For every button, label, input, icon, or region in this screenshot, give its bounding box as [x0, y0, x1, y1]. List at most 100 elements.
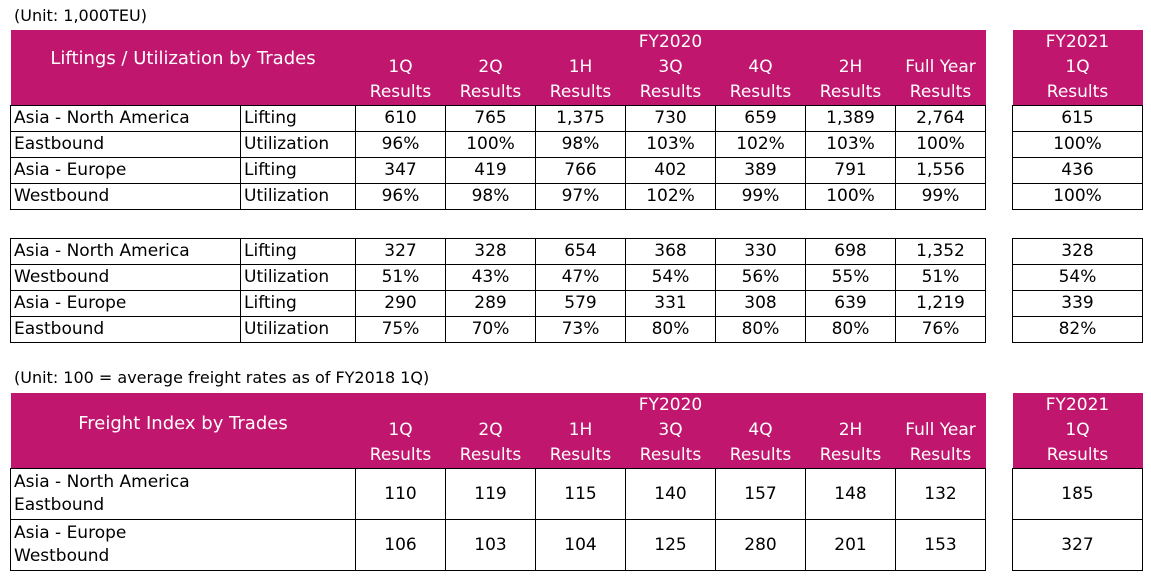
value-cell: 659	[715, 105, 806, 132]
value-cell: 115	[535, 468, 626, 520]
table-row: Westbound Utilization 96% 98% 97% 102% 9…	[10, 183, 986, 210]
value-cell: 639	[805, 290, 896, 317]
col-header: Full Year	[895, 418, 986, 443]
col-header: 1Q	[355, 55, 446, 80]
table-row: Asia - North America Lifting 327 328 654…	[10, 238, 986, 265]
col-header: Results	[805, 443, 896, 469]
value-cell: 104	[535, 519, 626, 571]
value-cell: 43%	[445, 264, 536, 291]
value-cell: 106	[355, 519, 446, 571]
table-row: Westbound Utilization 51% 43% 47% 54% 56…	[10, 264, 986, 291]
value-cell: 98%	[445, 183, 536, 210]
col-header: Results	[355, 443, 446, 469]
liftings-table-title: Liftings / Utilization by Trades	[10, 30, 356, 106]
fy2021-header: FY2021	[1012, 393, 1143, 418]
value-cell: 347	[355, 157, 446, 184]
col-header-row-a: 1Q 2Q 1H 3Q 4Q 2H Full Year	[11, 418, 986, 443]
value-cell: 730	[625, 105, 716, 132]
fy2021-header: FY2021	[1012, 30, 1143, 55]
col-header: 3Q	[625, 418, 716, 443]
value-cell: 99%	[895, 183, 986, 210]
value-cell: 368	[625, 238, 716, 265]
fy2020-header: FY2020	[355, 30, 986, 55]
col-header: 2H	[805, 418, 896, 443]
col-header: 4Q	[715, 55, 806, 80]
value-cell: 102%	[625, 183, 716, 210]
value-cell: 185	[1012, 468, 1143, 520]
value-cell: 328	[445, 238, 536, 265]
trade-line: Asia - Europe	[14, 523, 127, 543]
trade-label: Westbound	[10, 183, 241, 210]
col-header: Results	[1012, 80, 1143, 106]
metric-label: Utilization	[240, 131, 356, 158]
trade-label: Westbound	[10, 264, 241, 291]
value-cell: 308	[715, 290, 806, 317]
value-cell: 339	[1012, 290, 1143, 317]
value-cell: 100%	[445, 131, 536, 158]
col-header: Full Year	[895, 55, 986, 80]
col-header: 4Q	[715, 418, 806, 443]
value-cell: 280	[715, 519, 806, 571]
value-cell: 102%	[715, 131, 806, 158]
trade-line: Eastbound	[14, 495, 105, 515]
value-cell: 436	[1012, 157, 1143, 184]
table-row: Asia - North America Eastbound 110 119 1…	[10, 468, 986, 520]
liftings-reverse-fy2021-table: 328 54% 339 82%	[1012, 238, 1143, 343]
col-header: Results	[805, 80, 896, 106]
value-cell: 1,219	[895, 290, 986, 317]
value-cell: 119	[445, 468, 536, 520]
trade-label: Asia - Europe	[10, 290, 241, 317]
metric-label: Utilization	[240, 264, 356, 291]
col-header: Results	[895, 80, 986, 106]
table-row: Asia - Europe Lifting 290 289 579 331 30…	[10, 290, 986, 317]
value-cell: 402	[625, 157, 716, 184]
trade-label: Asia - North America	[10, 238, 241, 265]
value-cell: 51%	[895, 264, 986, 291]
fy2020-header: FY2020	[355, 393, 986, 418]
trade-label: Asia - North America	[10, 105, 241, 132]
table-row: Eastbound Utilization 75% 70% 73% 80% 80…	[10, 316, 986, 343]
value-cell: 1,556	[895, 157, 986, 184]
col-header: Results	[715, 443, 806, 469]
trade-label: Asia - Europe Westbound	[10, 519, 356, 571]
value-cell: 96%	[355, 183, 446, 210]
value-cell: 654	[535, 238, 626, 265]
metric-label: Lifting	[240, 290, 356, 317]
value-cell: 54%	[1012, 264, 1143, 291]
col-header: 2Q	[445, 418, 536, 443]
trade-label: Asia - North America Eastbound	[10, 468, 356, 520]
value-cell: 330	[715, 238, 806, 265]
value-cell: 110	[355, 468, 446, 520]
value-cell: 103	[445, 519, 536, 571]
value-cell: 1,352	[895, 238, 986, 265]
col-header: Results	[715, 80, 806, 106]
value-cell: 97%	[535, 183, 626, 210]
col-header: 2H	[805, 55, 896, 80]
freight-index-table: Freight Index by Trades FY2020 1Q 2Q 1H …	[10, 393, 986, 571]
value-cell: 100%	[805, 183, 896, 210]
value-cell: 579	[535, 290, 626, 317]
trade-line: Westbound	[14, 546, 110, 566]
value-cell: 132	[895, 468, 986, 520]
trade-label: Eastbound	[10, 131, 241, 158]
value-cell: 290	[355, 290, 446, 317]
col-header-row-b: Results Results Results Results Results …	[11, 443, 986, 469]
value-cell: 1,389	[805, 105, 896, 132]
col-header: Results	[625, 80, 716, 106]
col-header: 2Q	[445, 55, 536, 80]
value-cell: 51%	[355, 264, 446, 291]
col-header: 1Q	[1012, 55, 1143, 80]
value-cell: 289	[445, 290, 536, 317]
metric-label: Lifting	[240, 157, 356, 184]
table-row: Eastbound Utilization 96% 100% 98% 103% …	[10, 131, 986, 158]
col-header: Results	[1012, 443, 1143, 469]
value-cell: 327	[355, 238, 446, 265]
value-cell: 140	[625, 468, 716, 520]
unit-note-freight: (Unit: 100 = average freight rates as of…	[14, 368, 430, 387]
value-cell: 2,764	[895, 105, 986, 132]
value-cell: 615	[1012, 105, 1143, 132]
value-cell: 47%	[535, 264, 626, 291]
table-row: Asia - Europe Lifting 347 419 766 402 38…	[10, 157, 986, 184]
table-row: Asia - North America Lifting 610 765 1,3…	[10, 105, 986, 132]
value-cell: 148	[805, 468, 896, 520]
